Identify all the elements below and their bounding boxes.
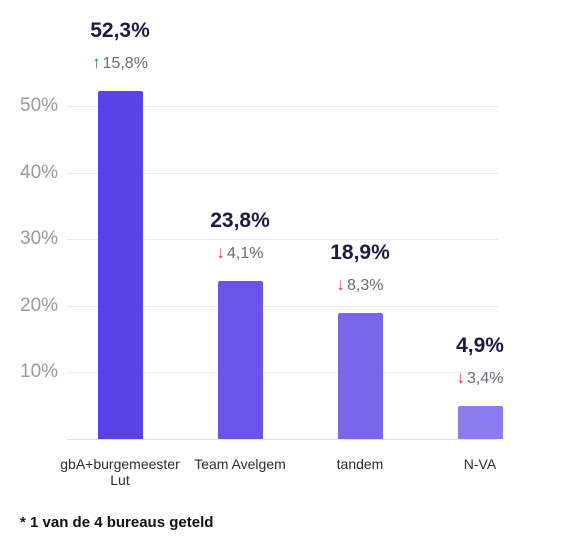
arrow-up-icon: ↑	[92, 53, 101, 72]
gridline	[66, 239, 498, 240]
gridline	[66, 173, 498, 174]
change-value: 3,4%	[467, 370, 504, 388]
change-value: 4,1%	[227, 244, 264, 262]
bar[interactable]	[217, 280, 263, 439]
change-label: ↓ 4,1%	[180, 243, 300, 263]
bar[interactable]	[337, 313, 383, 439]
y-tick-label: 20%	[20, 295, 59, 316]
y-tick-label: 10%	[20, 361, 59, 382]
arrow-down-icon: ↓	[336, 275, 346, 295]
gridline	[66, 306, 498, 307]
bar[interactable]	[97, 91, 143, 439]
arrow-down-icon: ↓	[456, 368, 466, 388]
y-tick-label: 40%	[20, 162, 59, 183]
footnote: * 1 van de 4 bureaus geteld	[20, 514, 214, 531]
category-label: tandem	[336, 456, 384, 472]
change-value: 8,3%	[347, 277, 384, 295]
baseline	[66, 439, 498, 440]
arrow-down-icon: ↓	[216, 242, 226, 262]
value-label: 18,9%	[330, 241, 390, 265]
gridline	[66, 106, 498, 107]
value-label: 4,9%	[456, 334, 504, 358]
bar[interactable]	[457, 406, 503, 439]
change-value: 15,8%	[102, 55, 148, 72]
gridline	[66, 372, 498, 373]
category-label: N-VA	[463, 456, 497, 472]
y-tick-label: 30%	[20, 228, 59, 249]
y-tick-label: 50%	[20, 95, 59, 116]
value-label: 23,8%	[210, 208, 270, 232]
change-label: ↑ 15,8%	[60, 53, 180, 73]
category-label: gbA+burgemeester Lut	[60, 456, 180, 488]
change-label: ↓ 3,4%	[420, 368, 540, 388]
value-label: 52,3%	[90, 19, 150, 42]
category-label: Team Avelgem	[194, 456, 286, 472]
change-label: ↓ 8,3%	[300, 275, 420, 295]
